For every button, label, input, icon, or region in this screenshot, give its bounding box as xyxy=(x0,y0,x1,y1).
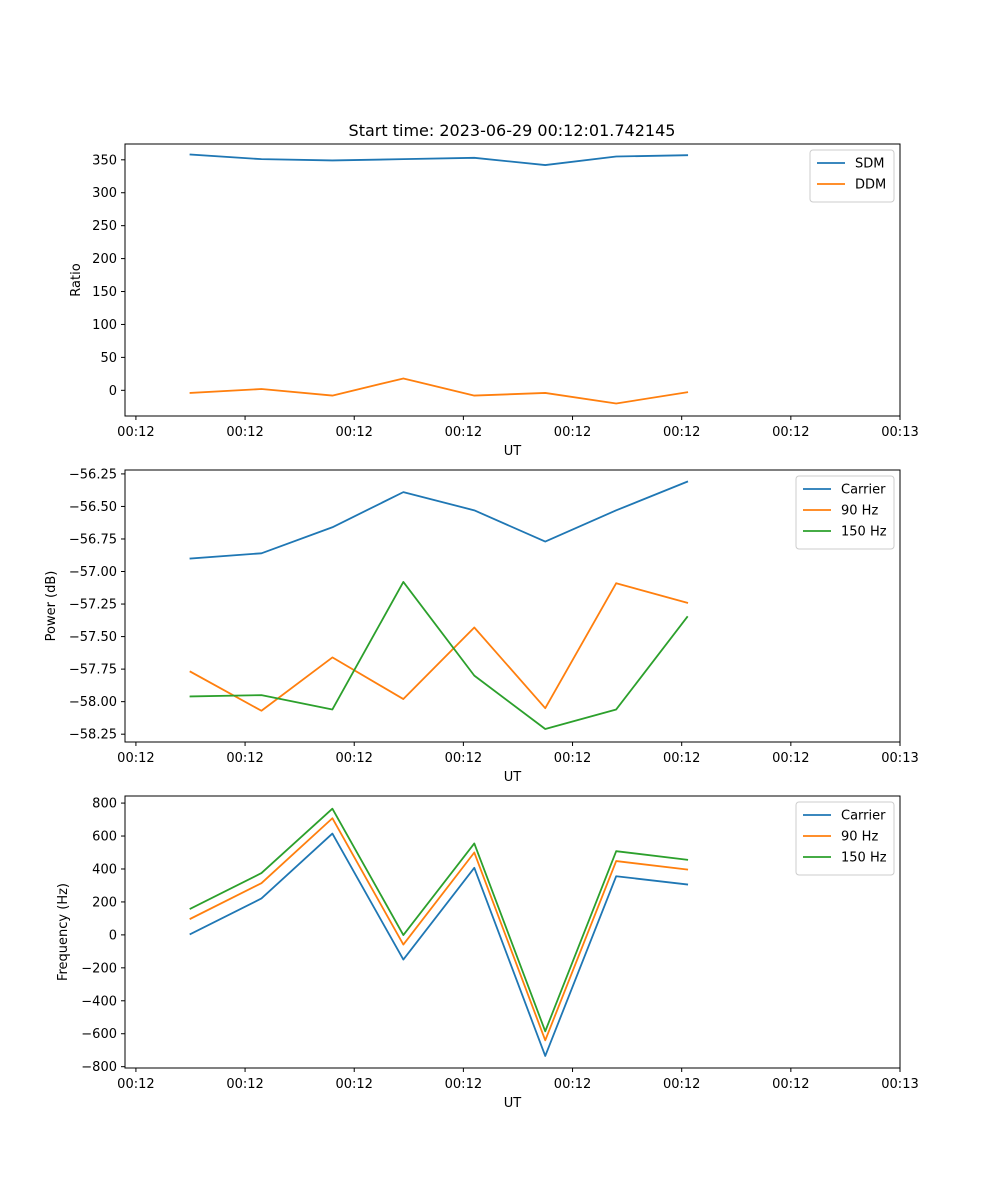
x-tick-label: 00:12 xyxy=(335,425,372,440)
y-tick-label: −58.00 xyxy=(69,695,117,710)
x-tick-label: 00:13 xyxy=(881,1077,918,1092)
x-tick-label: 00:12 xyxy=(226,1077,263,1092)
y-tick-label: 600 xyxy=(92,830,117,845)
y-tick-label: −57.25 xyxy=(69,598,117,613)
y-tick-label: 200 xyxy=(92,252,117,267)
series-line-150-hz xyxy=(189,807,689,1033)
x-tick-label: 00:12 xyxy=(554,751,591,766)
y-tick-label: 150 xyxy=(92,285,117,300)
x-tick-label: 00:12 xyxy=(335,1077,372,1092)
x-tick-label: 00:12 xyxy=(772,425,809,440)
y-tick-label: 50 xyxy=(100,351,117,366)
series-line-90-hz xyxy=(189,817,689,1042)
y-tick-label: −800 xyxy=(81,1060,117,1075)
subplot-3: 00:12 00:12 00:12 00:12 00:12 00:12 00:12 00:13… xyxy=(56,795,919,1111)
x-tick-label: 00:12 xyxy=(554,425,591,440)
chart-title: Start time: 2023-06-29 00:12:01.742145 xyxy=(349,121,676,140)
subplot-1: 00:12 00:12 00:12 00:12 00:12 00:12 00:12 00:13… xyxy=(69,143,919,459)
legend: SDM DDM xyxy=(809,149,895,203)
y-tick-label: −56.25 xyxy=(69,467,117,482)
x-tick-label: 00:12 xyxy=(445,751,482,766)
series-line-sdm xyxy=(189,153,689,166)
y-tick-label: 300 xyxy=(92,186,117,201)
subplot-2: 00:12 00:12 00:12 00:12 00:12 00:12 00:12 00:13… xyxy=(44,467,919,785)
y-tick-label: −58.25 xyxy=(69,728,117,743)
y-tick-label: 0 xyxy=(109,928,117,943)
y-tick-label: −56.75 xyxy=(69,532,117,547)
x-axis-label: UT xyxy=(504,770,522,785)
y-tick-label: −200 xyxy=(81,961,117,976)
subplots: 00:12 00:12 00:12 00:12 00:12 00:12 00:12 00:13… xyxy=(44,143,919,1111)
x-tick-label: 00:13 xyxy=(881,751,918,766)
plot-frame xyxy=(124,795,901,1069)
series-line-ddm xyxy=(189,377,689,405)
x-tick-label: 00:12 xyxy=(226,751,263,766)
y-axis-label: Ratio xyxy=(69,263,84,296)
y-tick-label: −57.75 xyxy=(69,663,117,678)
x-tick-label: 00:12 xyxy=(117,1077,154,1092)
x-tick-label: 00:12 xyxy=(117,751,154,766)
legend-label: Carrier xyxy=(841,809,886,824)
y-tick-label: 100 xyxy=(92,318,117,333)
legend-label: SDM xyxy=(855,157,884,172)
series-line-carrier xyxy=(189,480,689,560)
y-tick-label: −57.00 xyxy=(69,565,117,580)
x-tick-label: 00:12 xyxy=(445,425,482,440)
series-line-carrier xyxy=(189,832,689,1057)
legend: Carrier 90 Hz 150 Hz xyxy=(795,801,895,876)
x-tick-label: 00:12 xyxy=(663,1077,700,1092)
y-tick-label: 400 xyxy=(92,862,117,877)
y-tick-label: −57.50 xyxy=(69,630,117,645)
y-tick-label: 200 xyxy=(92,895,117,910)
legend-label: DDM xyxy=(855,178,886,193)
y-tick-label: 800 xyxy=(92,797,117,812)
series-line-150-hz xyxy=(189,581,689,730)
y-tick-label: −400 xyxy=(81,994,117,1009)
legend-label: 150 Hz xyxy=(841,851,887,866)
x-tick-label: 00:12 xyxy=(445,1077,482,1092)
x-tick-label: 00:12 xyxy=(226,425,263,440)
x-tick-label: 00:12 xyxy=(772,751,809,766)
legend-label: Carrier xyxy=(841,483,886,498)
legend-label: 150 Hz xyxy=(841,525,887,540)
x-tick-label: 00:12 xyxy=(117,425,154,440)
legend: Carrier 90 Hz 150 Hz xyxy=(795,475,895,550)
y-tick-label: −600 xyxy=(81,1027,117,1042)
x-axis-label: UT xyxy=(504,444,522,459)
y-axis-label: Frequency (Hz) xyxy=(56,883,71,981)
x-tick-label: 00:13 xyxy=(881,425,918,440)
plot-frame xyxy=(124,469,901,743)
series-line-90-hz xyxy=(189,582,689,712)
x-tick-label: 00:12 xyxy=(772,1077,809,1092)
y-tick-label: 0 xyxy=(109,384,117,399)
x-tick-label: 00:12 xyxy=(663,751,700,766)
x-tick-label: 00:12 xyxy=(335,751,372,766)
plot-frame xyxy=(124,143,901,417)
legend-label: 90 Hz xyxy=(841,504,878,519)
x-axis-label: UT xyxy=(504,1096,522,1111)
x-tick-label: 00:12 xyxy=(663,425,700,440)
y-tick-label: −56.50 xyxy=(69,500,117,515)
legend-label: 90 Hz xyxy=(841,830,878,845)
y-axis-label: Power (dB) xyxy=(44,571,59,642)
y-tick-label: 250 xyxy=(92,219,117,234)
x-tick-label: 00:12 xyxy=(554,1077,591,1092)
y-tick-label: 350 xyxy=(92,153,117,168)
